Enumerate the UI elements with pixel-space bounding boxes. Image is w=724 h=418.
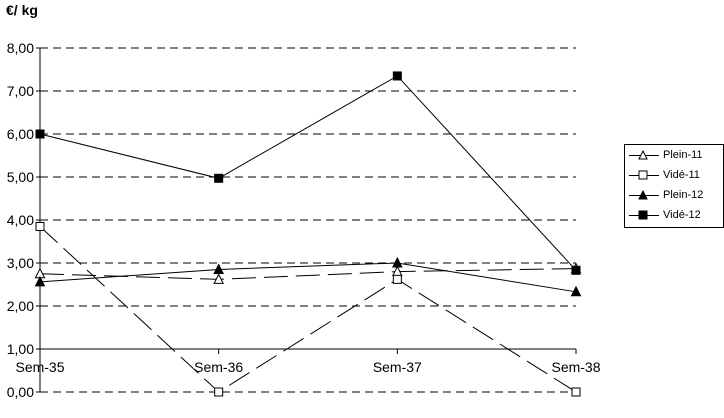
legend-label: Plein-11 [663, 149, 703, 161]
data-point [392, 274, 402, 284]
axes [36, 47, 577, 393]
data-point [213, 273, 224, 284]
y-tick-label: 5,00 [7, 169, 34, 185]
series-line [39, 268, 577, 280]
series-line [39, 262, 577, 293]
series-line [39, 75, 577, 271]
data-point [213, 263, 224, 274]
legend-item-plein-12: Plein-12 [625, 187, 724, 205]
legend-item-vide-12: Vidé-12 [625, 207, 724, 225]
triangle-open-icon [638, 150, 648, 160]
data-point [35, 129, 45, 139]
data-point [392, 71, 402, 81]
triangle-filled-icon [638, 190, 648, 200]
y-tick-label: 6,00 [7, 126, 34, 142]
legend-item-vide-11: Vidé-11 [625, 167, 724, 185]
legend-label: Plein-12 [663, 189, 704, 201]
tick-labels: 0,00 1,00 2,00 3,00 4,00 5,00 6,00 7,00 8,00 Sem-… [7, 40, 601, 400]
series-line [39, 226, 577, 393]
y-tick-label: 8,00 [7, 40, 34, 56]
legend: Plein-11 Vidé-11 Plein-12 Vidé-12 [624, 144, 724, 228]
y-tick-label: 4,00 [7, 212, 34, 228]
y-tick-label: 7,00 [7, 83, 34, 99]
x-tick-label: Sem-37 [373, 359, 422, 375]
legend-label: Vidé-12 [663, 209, 701, 221]
data-point [571, 265, 581, 275]
square-open-icon [638, 170, 648, 180]
y-tick-label: 0,00 [7, 384, 34, 400]
y-tick-label: 2,00 [7, 298, 34, 314]
square-filled-icon [638, 210, 648, 220]
data-point [214, 173, 224, 183]
gridlines [40, 47, 576, 393]
data-point [570, 285, 582, 297]
data-point [35, 221, 45, 231]
x-tick-label: Sem-38 [551, 359, 600, 375]
y-axis-label: €/ kg [6, 2, 38, 18]
x-tick-label: Sem-36 [194, 359, 243, 375]
legend-label: Vidé-11 [663, 169, 700, 181]
y-tick-label: 3,00 [7, 255, 34, 271]
legend-item-plein-11: Plein-11 [625, 147, 724, 165]
x-tick-label: Sem-35 [15, 359, 64, 375]
data-point [571, 387, 581, 397]
data-point [214, 387, 224, 397]
y-tick-label: 1,00 [7, 341, 34, 357]
data-point [392, 256, 403, 268]
series-group [34, 71, 582, 397]
data-point [34, 275, 46, 287]
